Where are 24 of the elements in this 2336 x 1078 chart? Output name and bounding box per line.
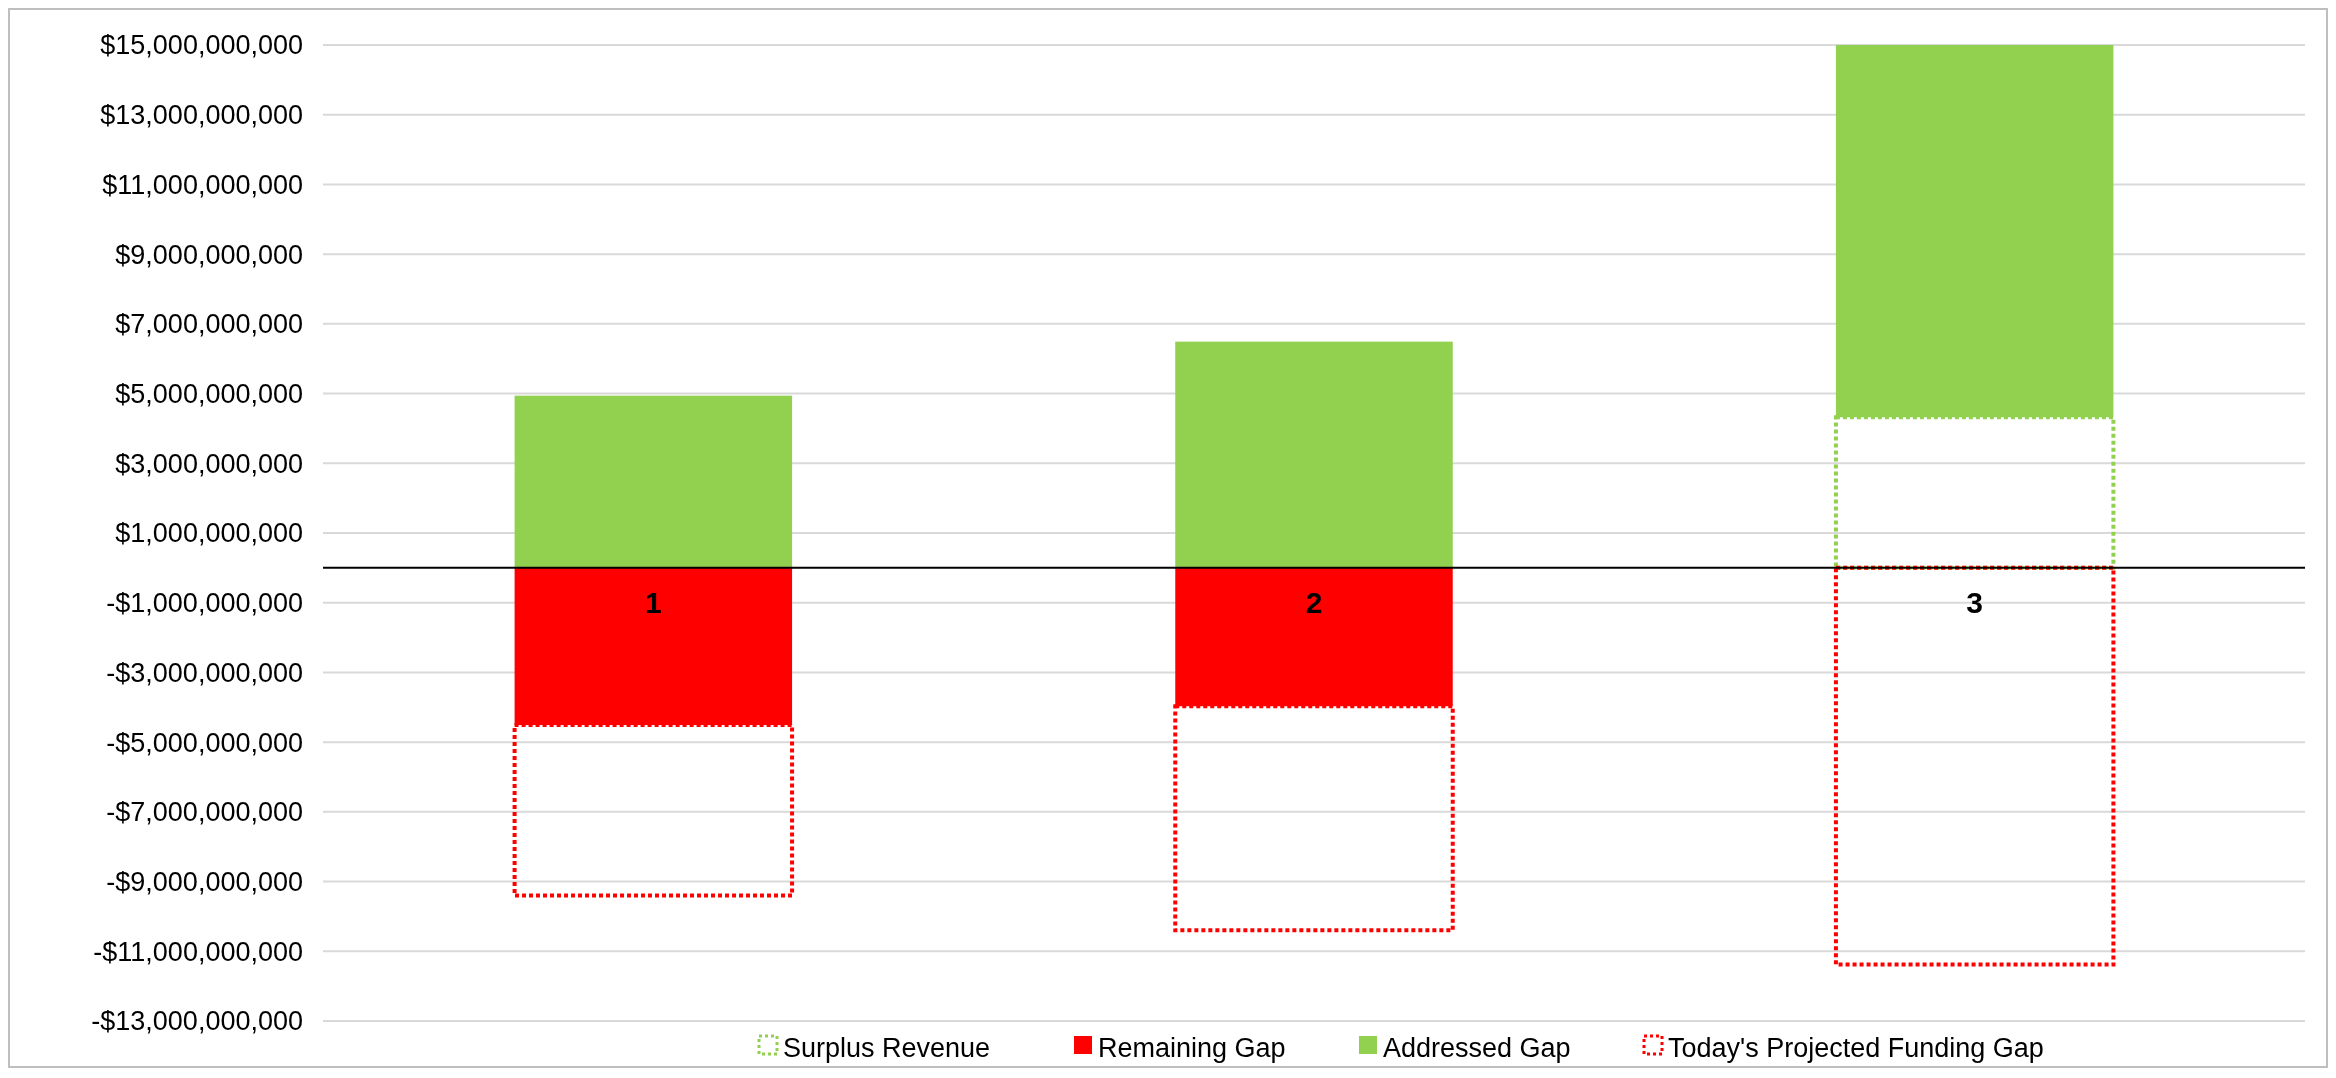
y-tick-label: -$7,000,000,000 [106,797,303,828]
x-tick-label: 2 [1305,585,1323,619]
y-tick-label: -$5,000,000,000 [106,727,303,758]
x-tick-label: 1 [644,585,662,619]
x-tick-label: 3 [1966,585,1984,619]
y-tick-label: $1,000,000,000 [115,518,303,549]
y-tick-label: $5,000,000,000 [115,379,303,410]
legend-label: Today's Projected Funding Gap [1668,1033,2044,1064]
y-tick-label: $9,000,000,000 [115,239,303,270]
legend-label: Remaining Gap [1098,1033,1286,1064]
bar [514,395,793,568]
y-tick-label: $3,000,000,000 [115,448,303,479]
y-tick-label: -$13,000,000,000 [91,1006,303,1037]
y-tick-label: -$3,000,000,000 [106,657,303,688]
y-tick-label: -$9,000,000,000 [106,867,303,898]
bar [1175,341,1453,568]
y-tick-label: -$1,000,000,000 [106,588,303,619]
y-tick-label: $7,000,000,000 [115,309,303,340]
y-tick-label: -$11,000,000,000 [93,936,303,967]
legend-label: Addressed Gap [1383,1033,1571,1064]
y-tick-label: $11,000,000,000 [102,169,303,200]
y-tick-label: $15,000,000,000 [100,30,303,61]
legend-label: Surplus Revenue [783,1033,991,1064]
y-tick-label: $13,000,000,000 [100,100,303,131]
